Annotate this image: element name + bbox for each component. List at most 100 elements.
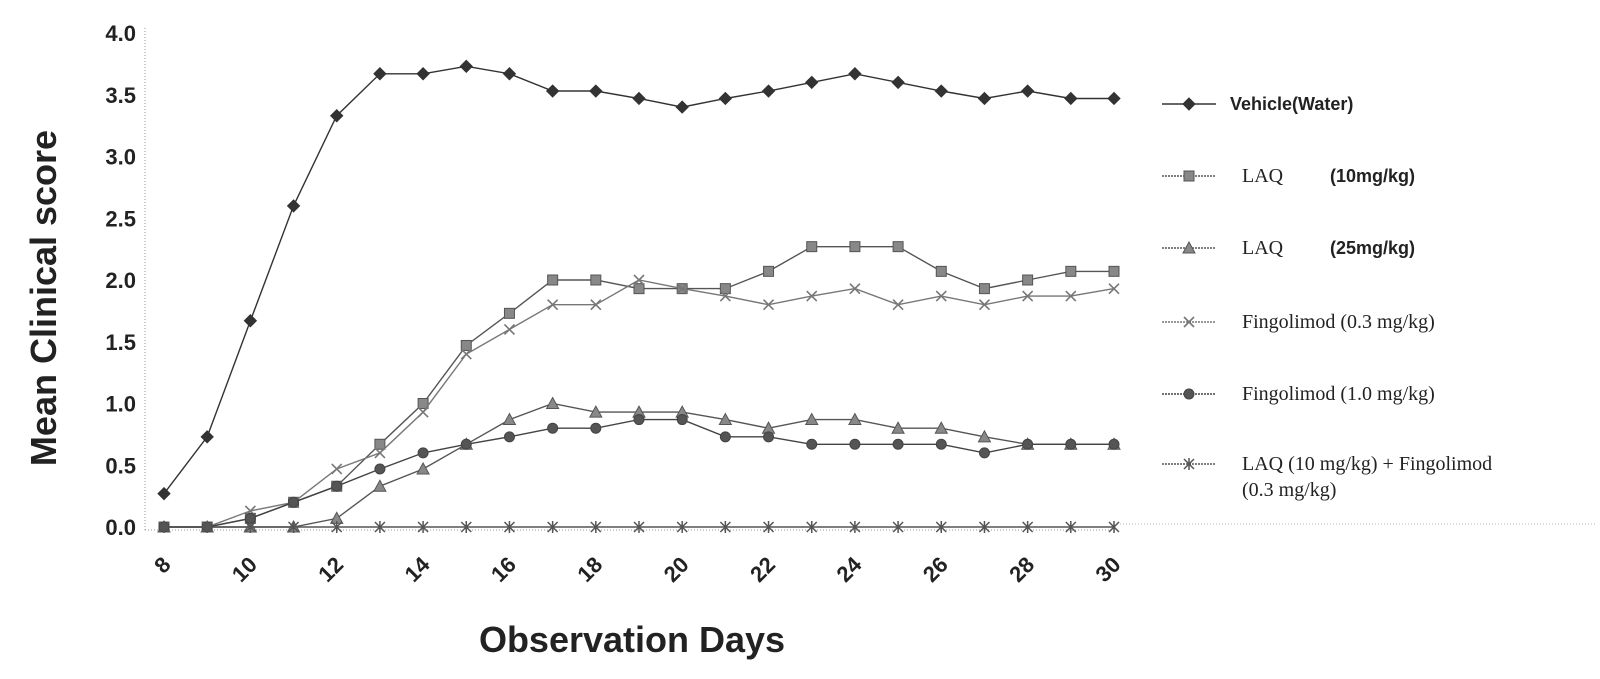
data-point <box>633 283 645 295</box>
y-tick-label: 0.5 <box>105 453 136 478</box>
data-point <box>633 274 645 286</box>
data-point <box>633 414 645 426</box>
data-point <box>502 67 517 81</box>
legend-label: LAQ <box>1242 237 1284 259</box>
legend-item: Fingolimod (0.3 mg/kg) <box>1162 311 1435 333</box>
data-point <box>374 438 386 450</box>
legend-marker <box>1182 240 1196 254</box>
data-point <box>806 438 818 450</box>
series-line <box>164 418 1114 528</box>
data-point <box>719 431 731 443</box>
legend-marker <box>1182 97 1196 111</box>
data-point <box>460 339 472 351</box>
y-tick-label: 3.5 <box>105 83 136 108</box>
data-point <box>374 447 386 459</box>
data-point <box>891 75 905 90</box>
data-point <box>503 323 516 335</box>
data-point <box>590 422 602 434</box>
legend-marker <box>1183 388 1195 400</box>
data-point <box>417 521 429 533</box>
data-point <box>935 290 947 302</box>
data-point <box>718 91 733 106</box>
data-point <box>719 290 731 302</box>
data-point <box>331 480 343 492</box>
data-point <box>157 486 171 501</box>
legend-item: LAQ (10 mg/kg) + Fingolimod (0.3 mg/kg) <box>1162 453 1492 501</box>
data-point <box>502 412 517 426</box>
data-point <box>719 521 731 533</box>
x-tick-label: 28 <box>1004 552 1039 587</box>
x-tick-label: 14 <box>400 551 436 587</box>
legend-dose-label: (10mg/kg) <box>1330 166 1415 186</box>
data-point <box>804 412 819 426</box>
series-group <box>158 521 1120 533</box>
legend-marker <box>1183 458 1195 470</box>
series-group <box>157 59 1121 501</box>
data-point <box>1108 283 1120 295</box>
data-point <box>460 348 472 360</box>
legend-label: Fingolimod (1.0 mg/kg) <box>1242 383 1435 405</box>
data-point <box>977 91 992 106</box>
data-point <box>763 265 775 277</box>
y-tick-label: 2.5 <box>105 206 136 231</box>
x-tick-label: 30 <box>1091 552 1126 587</box>
y-tick-label: 4.0 <box>105 21 136 46</box>
legend: Vehicle(Water) LAQ (10mg/kg) LAQ (25mg/kg) Fi… <box>1162 94 1492 501</box>
data-point <box>892 521 904 533</box>
legend-marker <box>1183 170 1195 182</box>
data-point <box>1108 521 1120 533</box>
data-point <box>805 75 819 90</box>
data-point <box>416 67 430 81</box>
data-point <box>1108 265 1120 277</box>
data-point <box>545 84 560 98</box>
legend-marker <box>1183 316 1195 328</box>
legend-label: Vehicle(Water) <box>1230 94 1353 114</box>
data-point <box>590 299 602 311</box>
x-tick-label: 12 <box>313 552 348 587</box>
data-point <box>416 461 430 475</box>
data-point <box>849 241 861 253</box>
data-point <box>806 290 818 302</box>
legend-item: LAQ (25mg/kg) <box>1162 237 1415 259</box>
y-tick-label: 1.5 <box>105 330 136 355</box>
data-point <box>935 521 947 533</box>
y-tick-label: 0.0 <box>105 515 136 540</box>
data-point <box>330 109 344 123</box>
x-tick-label: 24 <box>831 551 867 587</box>
chart-axes <box>144 28 1595 531</box>
data-point <box>286 199 301 213</box>
data-point <box>849 283 861 295</box>
data-point <box>288 521 300 533</box>
data-point <box>373 67 387 81</box>
data-point <box>935 265 947 277</box>
y-tick-label: 3.0 <box>105 145 136 170</box>
data-point <box>374 463 386 475</box>
x-axis-title: Observation Days <box>479 619 785 660</box>
data-point <box>459 59 473 74</box>
data-point <box>892 438 904 450</box>
data-point <box>1065 265 1077 277</box>
series-line <box>164 279 1115 528</box>
data-point <box>588 405 603 418</box>
data-point <box>1065 290 1077 302</box>
data-point <box>675 100 689 114</box>
data-point <box>374 521 386 533</box>
data-point <box>547 521 559 533</box>
y-tick-label: 1.0 <box>105 392 136 417</box>
legend-item: Vehicle(Water) <box>1162 94 1353 114</box>
data-point <box>158 521 170 533</box>
data-point <box>1020 84 1035 98</box>
data-point <box>978 299 991 311</box>
legend-label: LAQ <box>1242 165 1284 187</box>
series-group <box>158 241 1120 533</box>
series-layer <box>157 59 1121 533</box>
legend-label: Fingolimod (0.3 mg/kg) <box>1242 311 1435 333</box>
data-point <box>848 67 862 81</box>
data-point <box>331 463 343 475</box>
y-tick-labels: 0.0 0.5 1.0 1.5 2.0 2.5 3.0 3.5 4.0 <box>105 21 136 540</box>
data-point <box>1064 91 1078 106</box>
data-point <box>545 396 560 409</box>
data-point <box>547 299 559 311</box>
data-point <box>676 414 688 426</box>
data-point <box>1022 274 1034 286</box>
